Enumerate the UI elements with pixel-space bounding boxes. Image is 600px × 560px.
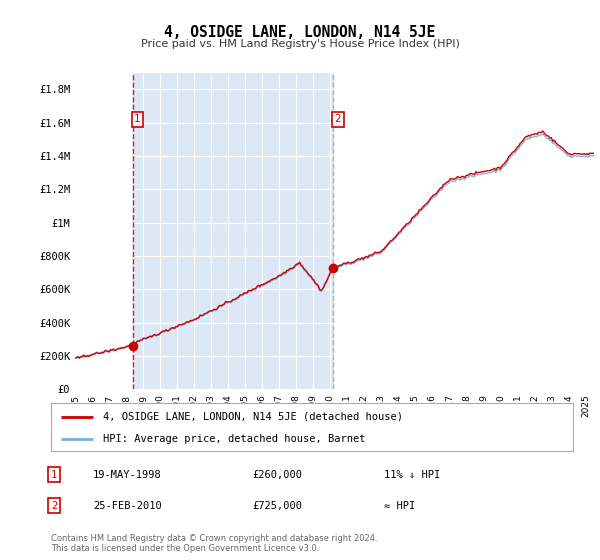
Text: £260,000: £260,000 (252, 470, 302, 480)
Text: 11% ↓ HPI: 11% ↓ HPI (384, 470, 440, 480)
Text: £725,000: £725,000 (252, 501, 302, 511)
Text: 4, OSIDGE LANE, LONDON, N14 5JE: 4, OSIDGE LANE, LONDON, N14 5JE (164, 25, 436, 40)
Text: Price paid vs. HM Land Registry's House Price Index (HPI): Price paid vs. HM Land Registry's House … (140, 39, 460, 49)
Text: 25-FEB-2010: 25-FEB-2010 (93, 501, 162, 511)
Text: 1: 1 (51, 470, 57, 480)
Text: 2: 2 (335, 114, 341, 124)
Bar (133, 73, 333, 389)
Text: Contains HM Land Registry data © Crown copyright and database right 2024.
This d: Contains HM Land Registry data © Crown c… (51, 534, 377, 553)
Text: 2: 2 (51, 501, 57, 511)
Text: HPI: Average price, detached house, Barnet: HPI: Average price, detached house, Barn… (103, 434, 366, 444)
Text: 4, OSIDGE LANE, LONDON, N14 5JE (detached house): 4, OSIDGE LANE, LONDON, N14 5JE (detache… (103, 412, 403, 422)
Text: 19-MAY-1998: 19-MAY-1998 (93, 470, 162, 480)
Text: 1: 1 (134, 114, 141, 124)
Text: ≈ HPI: ≈ HPI (384, 501, 415, 511)
